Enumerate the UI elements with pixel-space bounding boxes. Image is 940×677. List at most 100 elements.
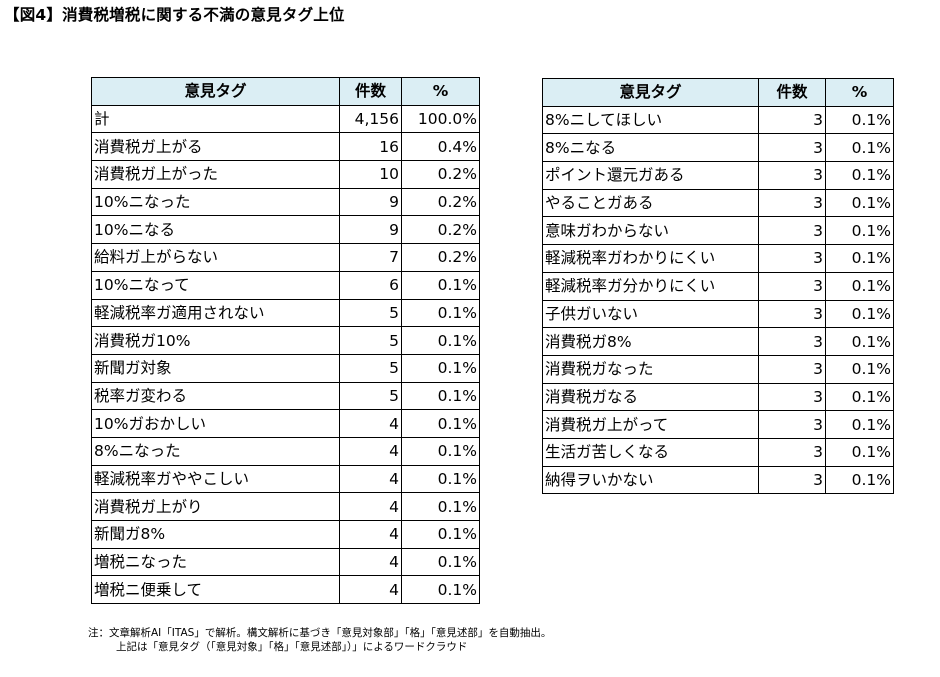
percent-cell: 0.1% bbox=[401, 270, 480, 300]
count-cell: 3 bbox=[758, 133, 826, 163]
tag-cell: 軽減税率ガ適用されない bbox=[91, 298, 340, 328]
table-row: 給料ガ上がらない 7 0.2% bbox=[91, 243, 480, 272]
tag-cell: 新聞ガ対象 bbox=[91, 353, 340, 383]
table-row: ポイント還元ガある 3 0.1% bbox=[542, 161, 894, 190]
count-cell: 3 bbox=[758, 382, 826, 412]
tag-cell: 8%ニなった bbox=[91, 436, 340, 466]
count-cell: 4 bbox=[339, 575, 402, 605]
table-row: 10%ガおかしい 4 0.1% bbox=[91, 409, 480, 438]
percent-cell: 0.2% bbox=[401, 187, 480, 217]
count-cell: 3 bbox=[758, 465, 826, 495]
table-row: 消費税ガ上がり 4 0.1% bbox=[91, 492, 480, 521]
table-row: 軽減税率ガややこしい 4 0.1% bbox=[91, 464, 480, 494]
tag-cell: 10%ニなって bbox=[91, 270, 340, 300]
header-count: 件数 bbox=[758, 78, 826, 107]
tag-cell: 消費税ガ上がり bbox=[91, 492, 340, 521]
count-cell: 5 bbox=[339, 381, 402, 411]
tag-cell: やることガある bbox=[542, 188, 759, 218]
count-cell: 4,156 bbox=[339, 104, 402, 134]
count-cell: 4 bbox=[339, 520, 402, 549]
table-row: 10%ニなった 9 0.2% bbox=[91, 187, 480, 217]
table-row: 10%ニなる 9 0.2% bbox=[91, 215, 480, 245]
percent-cell: 0.1% bbox=[825, 299, 894, 329]
count-cell: 3 bbox=[758, 299, 826, 329]
tag-cell: 計 bbox=[91, 104, 340, 134]
table-row: 消費税ガ上がって 3 0.1% bbox=[542, 410, 894, 439]
percent-cell: 0.1% bbox=[825, 465, 894, 495]
percent-cell: 0.1% bbox=[401, 381, 480, 411]
table-row: 消費税ガ上がる 16 0.4% bbox=[91, 132, 480, 162]
percent-cell: 0.1% bbox=[401, 520, 480, 549]
table-row: 消費税ガなる 3 0.1% bbox=[542, 382, 894, 412]
header-percent: % bbox=[825, 78, 894, 107]
percent-cell: 0.1% bbox=[825, 354, 894, 384]
tag-cell: ポイント還元ガある bbox=[542, 161, 759, 190]
percent-cell: 0.1% bbox=[401, 436, 480, 466]
table-row: やることガある 3 0.1% bbox=[542, 188, 894, 218]
table-row: 軽減税率ガ分かりにくい 3 0.1% bbox=[542, 271, 894, 301]
footnote-line-1: 注：文章解析AI「ITAS」で解析。構文解析に基づき「意見対象部」「格」「意見述… bbox=[88, 627, 552, 639]
count-cell: 4 bbox=[339, 492, 402, 521]
count-cell: 5 bbox=[339, 298, 402, 328]
percent-cell: 0.1% bbox=[401, 353, 480, 383]
percent-cell: 0.1% bbox=[825, 133, 894, 163]
table-row: 増税ニなった 4 0.1% bbox=[91, 547, 480, 577]
footnote-line-2: 上記は「意見タグ（「意見対象」「格」「意見述部」）」によるワードクラウド bbox=[116, 641, 468, 653]
table-header-row: 意見タグ 件数 % bbox=[91, 77, 480, 106]
percent-cell: 0.1% bbox=[825, 244, 894, 273]
tag-cell: 消費税ガ10% bbox=[91, 326, 340, 355]
percent-cell: 0.1% bbox=[401, 326, 480, 355]
count-cell: 3 bbox=[758, 161, 826, 190]
count-cell: 3 bbox=[758, 105, 826, 135]
percent-cell: 0.1% bbox=[401, 464, 480, 494]
tag-cell: 増税ニなった bbox=[91, 547, 340, 577]
count-cell: 3 bbox=[758, 410, 826, 439]
percent-cell: 0.1% bbox=[825, 410, 894, 439]
page-title: 【図4】消費税増税に関する不満の意見タグ上位 bbox=[4, 6, 345, 24]
tag-cell: 意味ガわからない bbox=[542, 216, 759, 246]
count-cell: 9 bbox=[339, 215, 402, 245]
tag-cell: 新聞ガ8% bbox=[91, 520, 340, 549]
table-row: 軽減税率ガわかりにくい 3 0.1% bbox=[542, 244, 894, 273]
tag-cell: 納得ヲいかない bbox=[542, 465, 759, 495]
tag-cell: 消費税ガ上がる bbox=[91, 132, 340, 162]
table-row: 軽減税率ガ適用されない 5 0.1% bbox=[91, 298, 480, 328]
table-row: 8%ニなった 4 0.1% bbox=[91, 436, 480, 466]
percent-cell: 0.1% bbox=[825, 188, 894, 218]
tag-cell: 消費税ガなる bbox=[542, 382, 759, 412]
count-cell: 4 bbox=[339, 409, 402, 438]
tag-cell: 消費税ガ上がった bbox=[91, 160, 340, 189]
percent-cell: 0.4% bbox=[401, 132, 480, 162]
tag-cell: 10%ニなる bbox=[91, 215, 340, 245]
table-row: 8%ニなる 3 0.1% bbox=[542, 133, 894, 163]
count-cell: 7 bbox=[339, 243, 402, 272]
footnote: 注：文章解析AI「ITAS」で解析。構文解析に基づき「意見対象部」「格」「意見述… bbox=[88, 626, 551, 654]
count-cell: 3 bbox=[758, 244, 826, 273]
tag-cell: 10%ガおかしい bbox=[91, 409, 340, 438]
table-row: 計 4,156 100.0% bbox=[91, 104, 480, 134]
table-row: 生活ガ苦しくなる 3 0.1% bbox=[542, 437, 894, 467]
count-cell: 9 bbox=[339, 187, 402, 217]
table-row: 10%ニなって 6 0.1% bbox=[91, 270, 480, 300]
percent-cell: 0.1% bbox=[401, 298, 480, 328]
tag-cell: 軽減税率ガややこしい bbox=[91, 464, 340, 494]
tag-cell: 消費税ガ上がって bbox=[542, 410, 759, 439]
tag-cell: 生活ガ苦しくなる bbox=[542, 437, 759, 467]
percent-cell: 0.1% bbox=[401, 492, 480, 521]
table-row: 意味ガわからない 3 0.1% bbox=[542, 216, 894, 246]
tag-cell: 消費税ガなった bbox=[542, 354, 759, 384]
table-header-row: 意見タグ 件数 % bbox=[542, 78, 894, 107]
table-row: 納得ヲいかない 3 0.1% bbox=[542, 465, 894, 495]
count-cell: 10 bbox=[339, 160, 402, 189]
count-cell: 4 bbox=[339, 464, 402, 494]
percent-cell: 0.2% bbox=[401, 243, 480, 272]
table-row: 新聞ガ対象 5 0.1% bbox=[91, 353, 480, 383]
percent-cell: 0.1% bbox=[825, 437, 894, 467]
percent-cell: 0.1% bbox=[825, 271, 894, 301]
table-row: 消費税ガなった 3 0.1% bbox=[542, 354, 894, 384]
table-row: 8%ニしてほしい 3 0.1% bbox=[542, 105, 894, 135]
header-percent: % bbox=[401, 77, 480, 106]
tag-cell: 8%ニなる bbox=[542, 133, 759, 163]
percent-cell: 0.2% bbox=[401, 215, 480, 245]
count-cell: 5 bbox=[339, 326, 402, 355]
